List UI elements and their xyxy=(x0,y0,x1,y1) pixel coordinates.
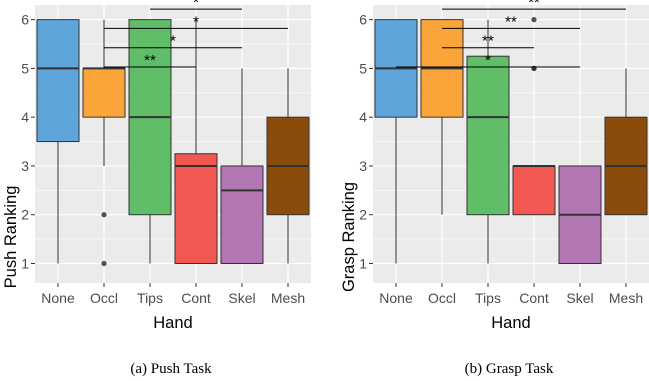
plot-background xyxy=(373,5,649,283)
outlier-point xyxy=(531,17,537,23)
y-tick-label: 6 xyxy=(21,12,29,28)
significance-bracket: ** xyxy=(442,0,626,11)
y-tick-label: 1 xyxy=(21,255,29,271)
box-skel xyxy=(558,165,602,264)
y-tick-label: 1 xyxy=(359,255,367,271)
box-tips xyxy=(466,19,510,264)
panel-caption: (b) Grasp Task xyxy=(465,361,554,377)
y-tick-label: 5 xyxy=(21,60,29,76)
significance-bracket: * xyxy=(396,52,580,69)
box-mesh xyxy=(604,68,648,216)
significance-label: * xyxy=(193,0,199,11)
significance-bracket: ** xyxy=(104,52,196,69)
outlier-point xyxy=(101,260,107,267)
y-tick-label: 2 xyxy=(359,207,367,223)
x-tick-label: Cont xyxy=(181,290,211,306)
box-occl xyxy=(420,19,464,215)
significance-label: ** xyxy=(528,0,540,11)
x-tick-label: Occl xyxy=(428,290,456,306)
y-tick-label: 4 xyxy=(359,109,367,125)
significance-bracket: ** xyxy=(442,13,580,30)
x-tick-label: Skel xyxy=(566,290,593,306)
box-iqr xyxy=(220,165,264,264)
x-tick-label: None xyxy=(379,290,413,306)
x-tick-label: Occl xyxy=(90,290,118,306)
x-tick-label: None xyxy=(41,290,75,306)
x-tick-label: Cont xyxy=(519,290,549,306)
significance-bracket: * xyxy=(104,33,242,50)
box-iqr xyxy=(174,153,218,264)
significance-bracket: * xyxy=(150,0,242,11)
y-axis-title: Push Ranking xyxy=(2,186,20,289)
x-tick-label: Skel xyxy=(228,290,255,306)
box-iqr xyxy=(466,55,510,216)
box-cont xyxy=(512,17,556,216)
significance-label: ** xyxy=(505,13,517,30)
box-iqr xyxy=(36,19,80,143)
y-tick-label: 3 xyxy=(21,158,29,174)
chart-panel-push: 1 2 3 4 5 6 None Occl Tips Cont Skel Mesh Hand Push R… xyxy=(2,0,311,377)
significance-label: ** xyxy=(482,33,494,50)
chart-panel-grasp: 1 2 3 4 5 6 None Occl Tips Cont Skel Mesh Hand Grasp … xyxy=(340,0,649,377)
significance-label: ** xyxy=(144,52,156,69)
box-mesh xyxy=(266,68,310,264)
outlier-point xyxy=(101,212,107,218)
box-occl xyxy=(82,19,126,267)
significance-label: * xyxy=(485,52,491,69)
x-tick-label: Tips xyxy=(475,290,501,306)
box-none xyxy=(374,19,418,264)
y-tick-label: 5 xyxy=(359,60,367,76)
significance-label: * xyxy=(170,33,176,50)
y-tick-label: 2 xyxy=(21,207,29,223)
x-tick-label: Tips xyxy=(137,290,163,306)
box-iqr xyxy=(512,165,556,216)
y-axis-title: Grasp Ranking xyxy=(340,182,358,292)
significance-bracket: ** xyxy=(442,33,534,50)
x-axis-title: Hand xyxy=(491,314,530,332)
y-tick-label: 3 xyxy=(359,158,367,174)
box-none xyxy=(36,19,80,264)
x-tick-label: Mesh xyxy=(609,290,643,306)
box-iqr xyxy=(82,67,126,118)
box-cont xyxy=(174,19,218,264)
x-tick-label: Mesh xyxy=(271,290,305,306)
x-axis-title: Hand xyxy=(153,314,192,332)
plot-background xyxy=(35,5,311,283)
significance-bracket: * xyxy=(104,13,288,30)
panel-caption: (a) Push Task xyxy=(130,361,212,377)
box-skel xyxy=(220,68,264,264)
box-tips xyxy=(128,19,172,264)
y-tick-label: 6 xyxy=(359,12,367,28)
y-tick-label: 4 xyxy=(21,109,29,125)
significance-label: * xyxy=(193,13,199,30)
